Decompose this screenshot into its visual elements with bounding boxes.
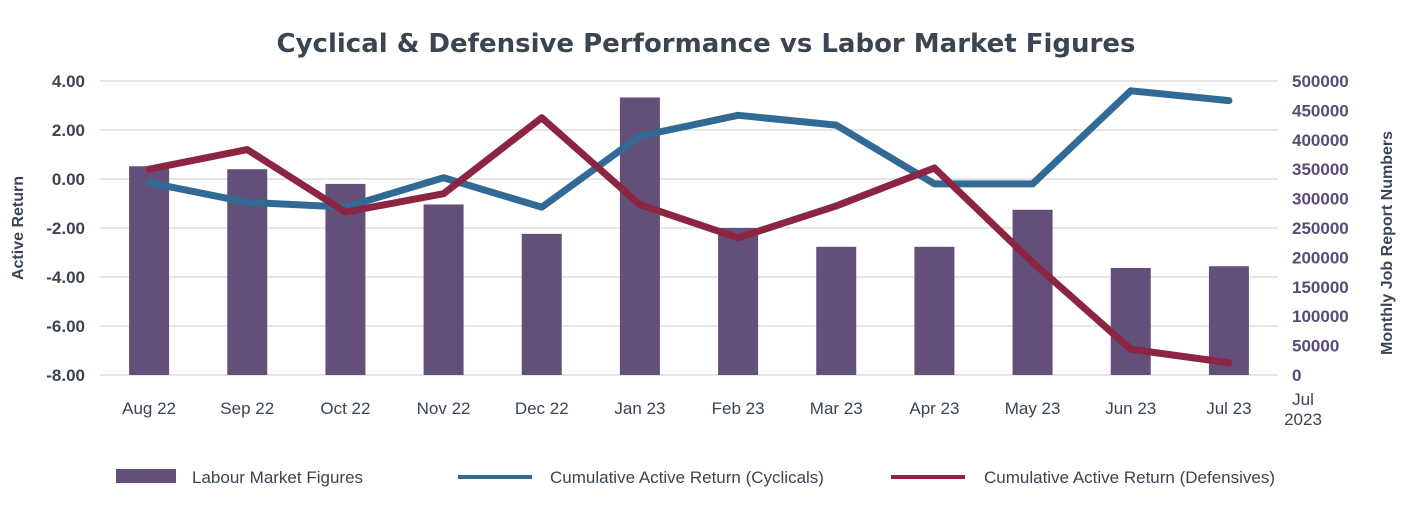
bar-apr-23: [914, 246, 955, 375]
x-tick-label-extra: 2023: [1284, 410, 1322, 429]
x-axis-ticks: Aug 22 Sep 22 Oct 22 Nov 22 Dec 22 Jan 23 Feb …: [122, 390, 1322, 429]
x-tick-label: Jan 23: [614, 399, 665, 418]
legend-swatch-bars: [116, 469, 176, 483]
y-right-tick-label: 150000: [1292, 278, 1349, 297]
bar-jun-23: [1110, 267, 1151, 375]
y-right-tick-label: 200000: [1292, 248, 1349, 267]
line-cyclicals: [145, 87, 1233, 211]
y-right-tick-label: 500000: [1292, 72, 1349, 91]
legend-label-cyclicals: Cumulative Active Return (Cyclicals): [550, 468, 824, 487]
x-tick-label: Mar 23: [810, 399, 863, 418]
x-tick-label: Feb 23: [712, 399, 765, 418]
bar-feb-23: [718, 228, 759, 375]
line-defensives: [145, 114, 1233, 367]
lines-group: [145, 87, 1233, 367]
y-right-tick-label: 0: [1292, 366, 1301, 385]
y-left-tick-label: 4.00: [52, 72, 85, 91]
y-left-tick-label: -8.00: [46, 366, 85, 385]
y-right-tick-label: 300000: [1292, 190, 1349, 209]
x-tick-label-extra: Jul: [1292, 390, 1314, 409]
bar-mar-23: [816, 246, 857, 375]
y-right-tick-label: 100000: [1292, 307, 1349, 326]
x-tick-label: Aug 22: [122, 399, 176, 418]
y-axis-right-label: Monthly Job Report Numbers: [1379, 131, 1396, 355]
y-right-tick-label: 450000: [1292, 101, 1349, 120]
x-tick-label: Jun 23: [1105, 399, 1156, 418]
y-left-tick-label: 2.00: [52, 121, 85, 140]
chart-title: Cyclical & Defensive Performance vs Labo…: [277, 29, 1136, 59]
x-tick-label: Dec 22: [515, 399, 569, 418]
x-tick-label: Jul 23: [1206, 399, 1251, 418]
y-right-tick-label: 50000: [1292, 337, 1339, 356]
y-left-tick-label: -2.00: [46, 219, 85, 238]
y-right-tick-label: 400000: [1292, 131, 1349, 150]
left-axis-ticks: 4.00 2.00 0.00 -2.00 -4.00 -6.00 -8.00: [46, 72, 85, 385]
x-tick-label: Apr 23: [909, 399, 959, 418]
y-left-tick-label: -6.00: [46, 317, 85, 336]
y-left-tick-label: -4.00: [46, 268, 85, 287]
x-tick-label: May 23: [1005, 399, 1061, 418]
right-axis-ticks: 5000004500004000003500003000002500002000…: [1292, 72, 1349, 385]
bar-may-23: [1012, 209, 1053, 375]
legend-label-defensives: Cumulative Active Return (Defensives): [984, 468, 1275, 487]
y-right-tick-label: 350000: [1292, 160, 1349, 179]
legend-label-bars: Labour Market Figures: [192, 468, 363, 487]
bar-oct-22: [325, 183, 366, 375]
bar-dec-22: [521, 233, 562, 375]
bar-jul-23: [1208, 266, 1249, 375]
y-axis-left-label: Active Return: [10, 176, 27, 280]
bar-nov-22: [423, 204, 464, 375]
y-right-tick-label: 250000: [1292, 219, 1349, 238]
x-tick-label: Oct 22: [320, 399, 370, 418]
bar-aug-22: [129, 166, 170, 375]
x-tick-label: Nov 22: [417, 399, 471, 418]
x-tick-label: Sep 22: [220, 399, 274, 418]
legend: Labour Market Figures Cumulative Active …: [116, 468, 1275, 487]
y-left-tick-label: 0.00: [52, 170, 85, 189]
